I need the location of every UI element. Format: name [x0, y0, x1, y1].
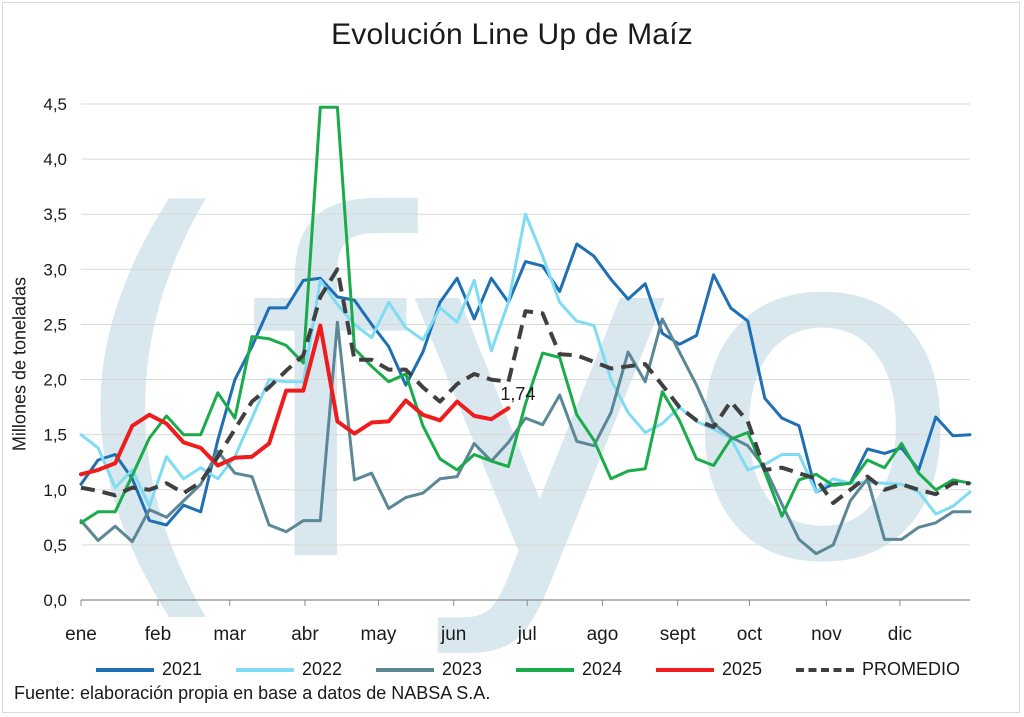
data-label-last-2025: 1,74: [500, 384, 535, 404]
legend-item-2025: 2025: [656, 659, 762, 680]
legend-item-2023: 2023: [376, 659, 482, 680]
legend-label: PROMEDIO: [862, 659, 961, 679]
x-tick-label: mar: [213, 624, 246, 645]
x-tick-label: sept: [660, 624, 697, 645]
fyo-watermark-logo: (fyo: [60, 119, 966, 666]
legend-item-promedio: PROMEDIO: [796, 659, 960, 680]
legend-label: 2025: [722, 659, 763, 679]
x-axis: ene feb mar abr may jun jul ago sept oct nov dic: [65, 600, 912, 645]
legend-item-2024: 2024: [516, 659, 622, 680]
series-line-2025: [79, 323, 511, 477]
x-tick-label: may: [361, 624, 397, 645]
legend-swatch: [656, 667, 714, 672]
y-tick-label: 4,0: [43, 150, 67, 169]
legend-label: 2022: [302, 659, 343, 679]
y-tick-label: 2,0: [43, 371, 67, 390]
watermark-text: (fyo: [60, 119, 966, 666]
x-tick-label: ene: [65, 624, 97, 645]
y-tick-label: 1,0: [43, 481, 67, 500]
y-tick-label: 3,0: [43, 260, 67, 279]
annotations: 1,74: [500, 384, 535, 404]
legend-swatch: [516, 667, 574, 672]
x-tick-label: ago: [587, 624, 619, 645]
y-tick-label: 4,5: [43, 95, 67, 114]
x-tick-label: nov: [811, 624, 842, 645]
y-tick-label: 0,0: [43, 591, 67, 610]
legend-label: 2021: [162, 659, 203, 679]
legend-swatch: [236, 667, 294, 672]
legend-label: 2024: [582, 659, 623, 679]
y-tick-label: 1,5: [43, 426, 67, 445]
legend-item-2021: 2021: [96, 659, 202, 680]
y-tick-label: 2,5: [43, 315, 67, 334]
y-tick-label: 0,5: [43, 536, 67, 555]
x-tick-label: jul: [517, 624, 537, 645]
series-line-2023: [79, 317, 972, 556]
legend-item-2022: 2022: [236, 659, 342, 680]
x-tick-label: dic: [888, 624, 912, 645]
legend-swatch: [96, 667, 154, 672]
source-note: Fuente: elaboración propia en base a dat…: [14, 683, 491, 703]
chart-legend: 2021 2022 2023 2024 2025 PROMEDIO: [96, 659, 976, 685]
legend-swatch: [796, 667, 854, 672]
x-tick-label: abr: [291, 624, 319, 645]
x-tick-label: oct: [737, 624, 763, 645]
y-axis-label: Millones de toneladas: [9, 276, 30, 452]
y-axis: 0,0 0,5 1,0 1,5 2,0 2,5 3,0 3,5 4,0 4,5: [43, 95, 67, 610]
chart-title: Evolución Line Up de Maíz: [331, 18, 693, 51]
x-tick-label: jun: [440, 624, 466, 645]
grid-lines: [81, 103, 970, 601]
x-tick-label: feb: [145, 624, 171, 645]
legend-swatch: [376, 667, 434, 672]
y-tick-label: 3,5: [43, 205, 67, 224]
legend-label: 2023: [442, 659, 483, 679]
series-line-2024: [79, 105, 972, 525]
series-line-promedio: [80, 267, 970, 505]
series-lines: [79, 105, 972, 556]
